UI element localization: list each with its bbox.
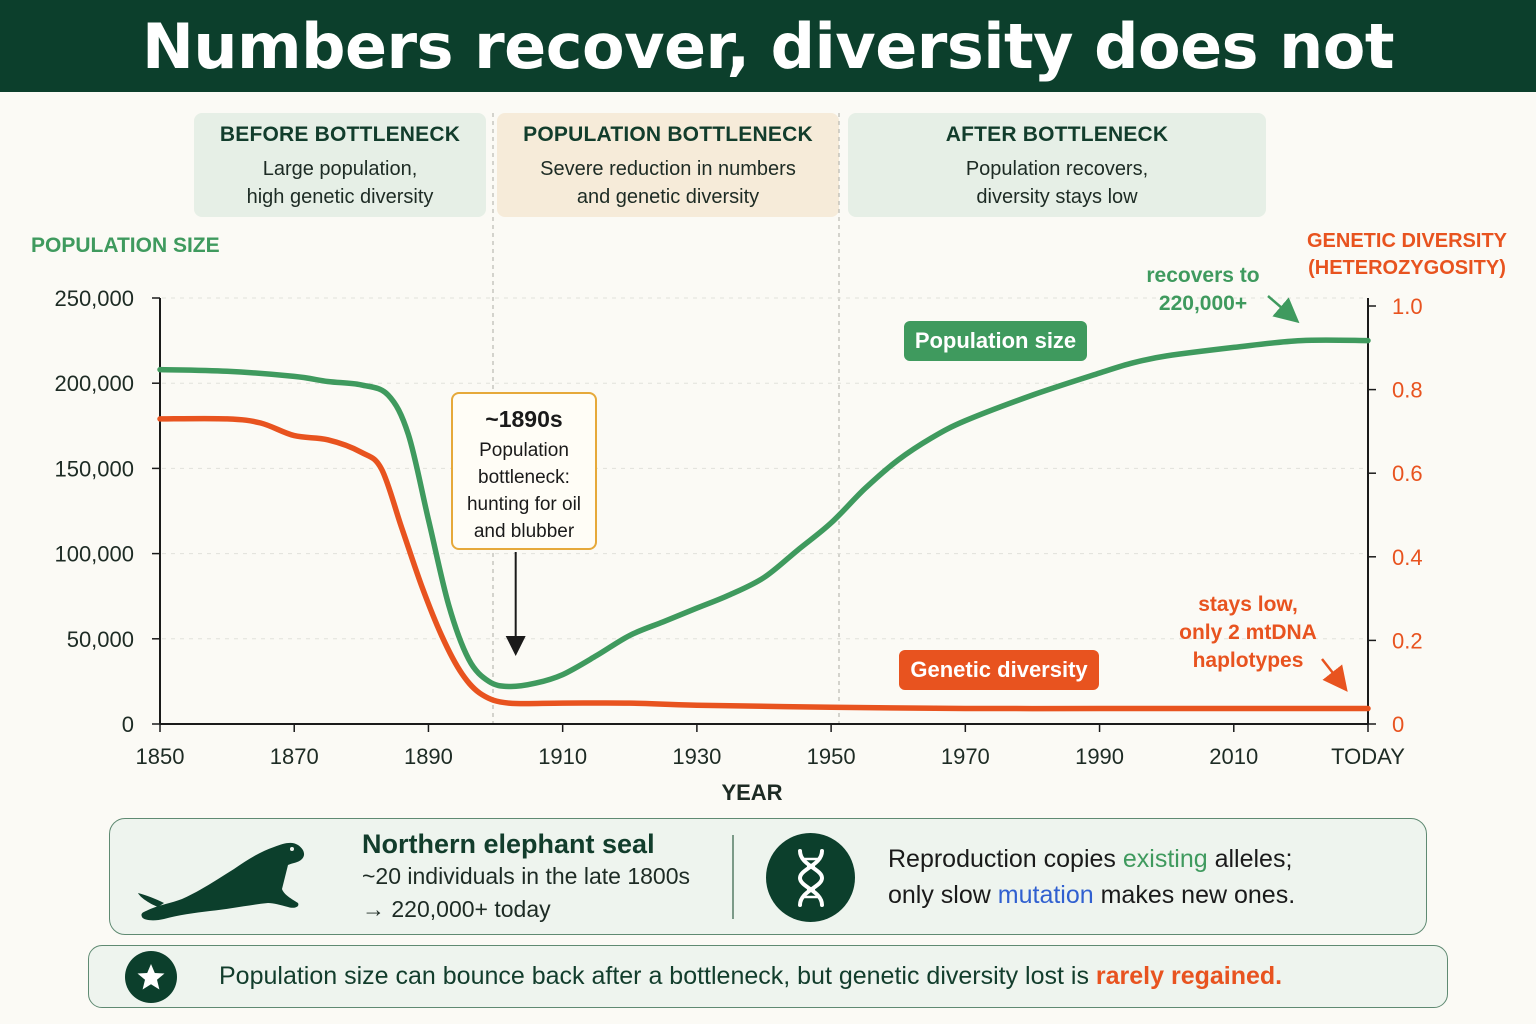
seal-icon [138,842,305,921]
y-right-tick-label: 1.0 [1392,294,1423,319]
y-right-tick-label: 0.6 [1392,461,1423,486]
population-size-line [157,337,1371,690]
series-label-population: Population size [904,321,1087,361]
phase-description: Severe reduction in numbers and genetic … [540,158,796,208]
species-fact-1: ~20 individuals in the late 1800s [362,863,690,889]
diversity-low-note: stays low, only 2 mtDNA haplotypes [1179,593,1317,672]
x-tick-label: 1870 [270,744,319,769]
diversity-low-arrow [1321,658,1348,692]
repro-text-d: makes new ones. [1093,881,1296,909]
takeaway-main: Population size can bounce back after a … [219,962,1096,990]
y-tick-label: 200,000 [54,371,134,396]
genetic-diversity-line [157,415,1371,712]
phase-title: BEFORE BOTTLENECK [219,123,461,146]
species-name: Northern elephant seal [362,829,655,859]
word-mutation: mutation [997,881,1094,909]
y-axis-left-title: POPULATION SIZE [31,234,220,257]
y-tick-label: 0 [122,712,134,737]
page-title: Numbers recover, diversity does not [141,9,1395,83]
y-tick-label: 100,000 [54,542,134,567]
star-icon-badge [125,951,177,1003]
x-axis-title: YEAR [721,780,782,805]
x-tick-label: TODAY [1331,744,1405,769]
species-fact-2: → 220,000+ today [362,896,551,922]
phase-population-bottleneck: POPULATION BOTTLENECK Severe reduction i… [497,113,839,217]
repro-text-b: alleles; [1207,845,1293,873]
x-tick-label: 2010 [1209,744,1258,769]
recovery-note: recovers to 220,000+ [1146,264,1260,315]
phase-after-bottleneck: AFTER BOTTLENECK Population recovers, di… [848,113,1266,217]
dna-icon [797,848,824,907]
card-divider [732,835,734,919]
bottleneck-annotation: ~1890s Population bottleneck: hunting fo… [451,392,597,550]
repro-text-c: only slow [888,881,998,909]
x-tick-label: 1950 [807,744,856,769]
y-tick-label: 250,000 [54,286,134,311]
title-bar: Numbers recover, diversity does not [0,0,1536,92]
y-right-tick-label: 0.8 [1392,378,1423,403]
x-tick-label: 1890 [404,744,453,769]
y-right-tick-label: 0.4 [1392,545,1423,570]
phase-description: Population recovers, diversity stays low [965,158,1149,208]
series-label-diversity: Genetic diversity [899,650,1099,690]
x-tick-label: 1850 [136,744,185,769]
y-right-tick-label: 0 [1392,712,1404,737]
phase-description: Large population, high genetic diversity [246,158,434,208]
annotation-body: Population bottleneck: hunting for oil a… [466,440,582,542]
dna-icon-badge [766,833,855,922]
y-right-tick-label: 0.2 [1392,628,1423,653]
x-tick-label: 1990 [1075,744,1124,769]
y-tick-label: 150,000 [54,456,134,481]
phase-before-bottleneck: BEFORE BOTTLENECK Large population, high… [194,113,486,217]
takeaway-emphasis: rarely regained. [1095,962,1283,990]
star-icon [137,964,165,990]
x-tick-label: 1930 [672,744,721,769]
y-tick-label: 50,000 [67,627,134,652]
phase-title: AFTER BOTTLENECK [945,123,1169,146]
takeaway-banner: Population size can bounce back after a … [88,945,1448,1008]
y-axis-right-title: GENETIC DIVERSITY (HETEROZYGOSITY) [1306,230,1508,279]
takeaway-text: Population size can bounce back after a … [219,962,1282,991]
x-tick-label: 1910 [538,744,587,769]
phase-title: POPULATION BOTTLENECK [523,123,813,146]
annotation-title: ~1890s [485,406,563,432]
seal-info: Northern elephant seal ~20 individuals i… [362,829,690,926]
line-chart: 0 50,000 100,000 150,000 200,000 250,000 0 0.2 0… [54,113,1423,805]
repro-text-a: Reproduction copies [888,845,1123,873]
reproduction-text: Reproduction copies existing alleles; on… [888,841,1295,913]
info-card: Northern elephant seal ~20 individuals i… [109,818,1427,935]
x-tick-label: 1970 [941,744,990,769]
word-existing: existing [1122,845,1208,873]
recovery-arrow [1267,295,1300,324]
